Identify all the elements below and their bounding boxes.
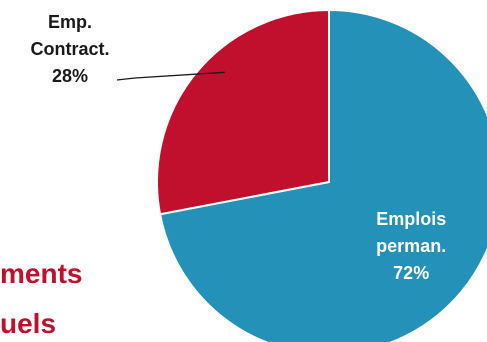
slice-label-1: Emp. Contract. 28%: [30, 12, 109, 86]
slice-name-line-1-0: Emp.: [48, 12, 92, 32]
background-text-line2: uels: [0, 308, 57, 339]
slice-name-line-0-1: perman.: [376, 236, 446, 256]
pie-slice-0: [158, 8, 487, 342]
pie-slice-1: [156, 8, 330, 216]
slice-value-label-0: 72%: [393, 263, 429, 283]
slice-name-line-0-0: Emplois: [376, 209, 446, 229]
slice-label-0: Emplois perman. 72%: [376, 209, 446, 283]
background-text-line1: ments: [0, 258, 83, 289]
leader-line-1: [116, 71, 225, 81]
slice-value-label-1: 28%: [52, 66, 88, 86]
slice-name-line-1-1: Contract.: [30, 39, 109, 59]
